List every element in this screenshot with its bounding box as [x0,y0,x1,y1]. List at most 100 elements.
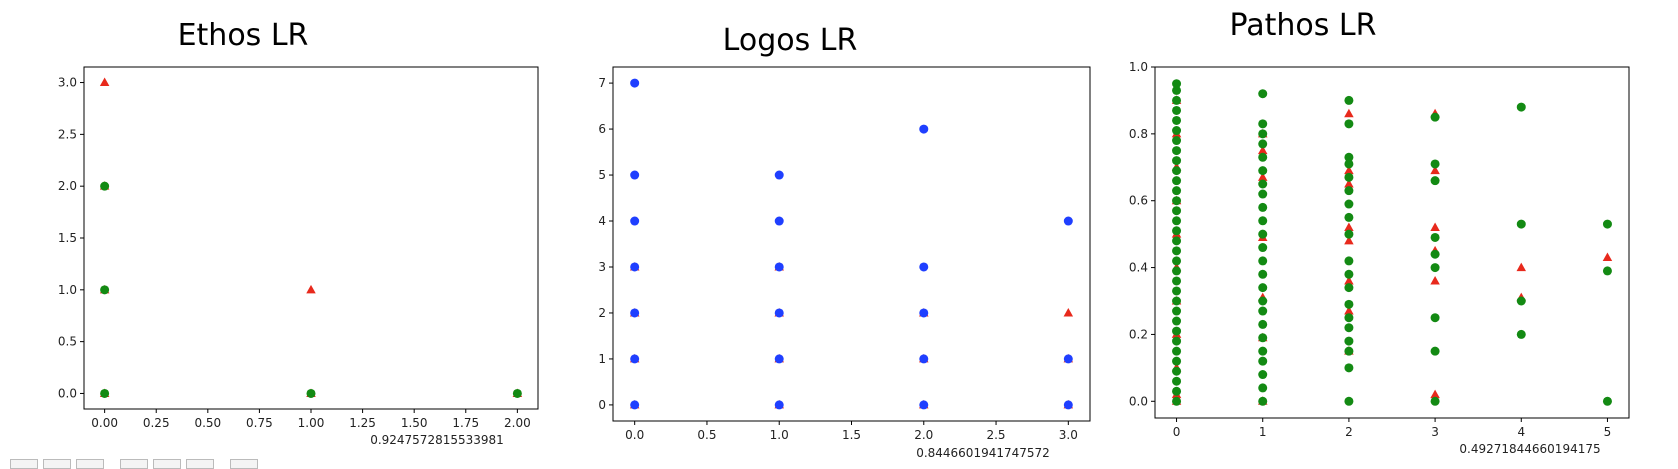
predicted-point-circle [306,388,316,398]
y-tick-label: 1.0 [58,283,77,297]
scatter-marks [1171,79,1613,406]
predicted-point-circle [1258,256,1268,266]
predicted-point-circle [1258,166,1268,176]
predicted-point-circle [1430,263,1440,273]
x-tick-label: 1.75 [452,416,479,430]
actual-point-triangle [99,77,110,87]
predicted-point-circle [1172,216,1182,226]
y-axis: 0 1 2 3 4 5 6 7 [598,76,613,412]
actual-point-triangle [1430,222,1440,231]
predicted-point-circle [1063,354,1073,364]
x-tick-label: 2 [1345,425,1353,439]
predicted-point-circle [1258,370,1268,380]
accuracy-score: 0.49271844660194175 [1459,442,1600,456]
x-tick-label: 2.0 [914,428,933,442]
predicted-point-circle [1344,283,1354,293]
predicted-point-circle [1258,346,1268,356]
predicted-point-circle [1172,146,1182,156]
x-tick-label: 0.00 [91,416,118,430]
predicted-point-circle [1172,396,1182,406]
predicted-point-circle [1258,269,1268,279]
predicted-point-circle [1172,226,1182,236]
toolbar-button[interactable] [120,459,148,469]
predicted-point-circle [630,262,640,272]
predicted-point-circle [1172,196,1182,206]
predicted-point-circle [1430,159,1440,169]
predicted-point-circle [1602,219,1612,229]
toolbar-button[interactable] [186,459,214,469]
actual-point-triangle [1257,172,1268,181]
predicted-point-circle [1258,333,1268,343]
y-tick-label: 2.5 [58,127,77,141]
predicted-point-circle [630,78,640,88]
x-axis: 0 1 2 3 4 5 [1173,418,1611,439]
predicted-point-circle [1430,396,1440,406]
x-tick-label: 0.5 [697,428,716,442]
predicted-point-circle [1258,129,1268,139]
toolbar-button[interactable] [10,459,38,469]
predicted-point-circle [1172,79,1182,89]
predicted-point-circle [774,354,784,364]
y-tick-label: 5 [598,168,606,182]
predicted-point-circle [1344,346,1354,356]
predicted-point-circle [1258,152,1268,162]
actual-point-triangle [1257,145,1268,155]
plot-area [1154,66,1630,419]
predicted-point-circle [1172,286,1182,296]
predicted-point-circle [1430,346,1440,356]
predicted-point-circle [1172,276,1182,286]
toolbar-button[interactable] [43,459,71,469]
y-tick-label: 3.0 [58,76,77,90]
x-tick-label: 3.0 [1059,428,1078,442]
predicted-point-circle [1344,159,1354,169]
predicted-point-circle [1172,105,1182,115]
predicted-point-circle [1602,266,1612,276]
toolbar-button[interactable] [230,459,258,469]
y-axis: 0.0 0.2 0.4 0.6 0.8 1.0 [1129,60,1155,408]
plot-area [612,66,1091,422]
predicted-point-circle [1258,383,1268,393]
plot-area [83,66,539,410]
x-tick-label: 1 [1259,425,1267,439]
predicted-point-circle [1258,319,1268,329]
x-tick-label: 0.75 [246,416,273,430]
predicted-point-circle [1172,156,1182,166]
predicted-point-circle [1516,296,1526,306]
x-tick-label: 2.00 [504,416,531,430]
predicted-point-circle [1344,256,1354,266]
x-axis: 0.00 0.25 0.50 0.75 1.00 1.25 1.50 1.75 2.00 [91,409,531,430]
actual-point-triangle [1344,275,1354,285]
predicted-point-circle [1344,313,1354,323]
predicted-point-circle [1172,266,1182,276]
predicted-point-circle [1258,119,1268,129]
actual-point-triangle [306,284,316,294]
predicted-point-circle [1344,336,1354,346]
predicted-point-circle [1172,85,1182,95]
toolbar-button[interactable] [76,459,104,469]
x-axis: 0.0 0.5 1.0 1.5 2.0 2.5 3.0 [625,421,1078,442]
actual-point-triangle [1602,252,1613,262]
predicted-point-circle [512,388,522,398]
y-tick-label: 4 [598,214,606,228]
chart-title: Pathos LR [1230,8,1377,43]
predicted-point-circle [1258,306,1268,316]
x-tick-label: 1.25 [349,416,376,430]
predicted-point-circle [1516,329,1526,339]
predicted-point-circle [1172,376,1182,386]
predicted-point-circle [1172,356,1182,366]
predicted-point-circle [1063,216,1073,226]
x-tick-label: 1.50 [401,416,428,430]
predicted-point-circle [1172,336,1182,346]
predicted-point-circle [919,262,929,272]
y-tick-label: 2.0 [58,179,77,193]
predicted-point-circle [1258,202,1268,212]
y-axis: 0.0 0.5 1.0 1.5 2.0 2.5 3.0 [58,76,84,400]
predicted-point-circle [1063,400,1073,410]
toolbar-button[interactable] [153,459,181,469]
actual-point-triangle [1430,389,1440,399]
predicted-point-circle [1516,102,1526,112]
predicted-point-circle [1602,396,1612,406]
predicted-point-circle [630,400,640,410]
predicted-point-circle [1344,229,1354,239]
y-tick-label: 0 [598,398,606,412]
